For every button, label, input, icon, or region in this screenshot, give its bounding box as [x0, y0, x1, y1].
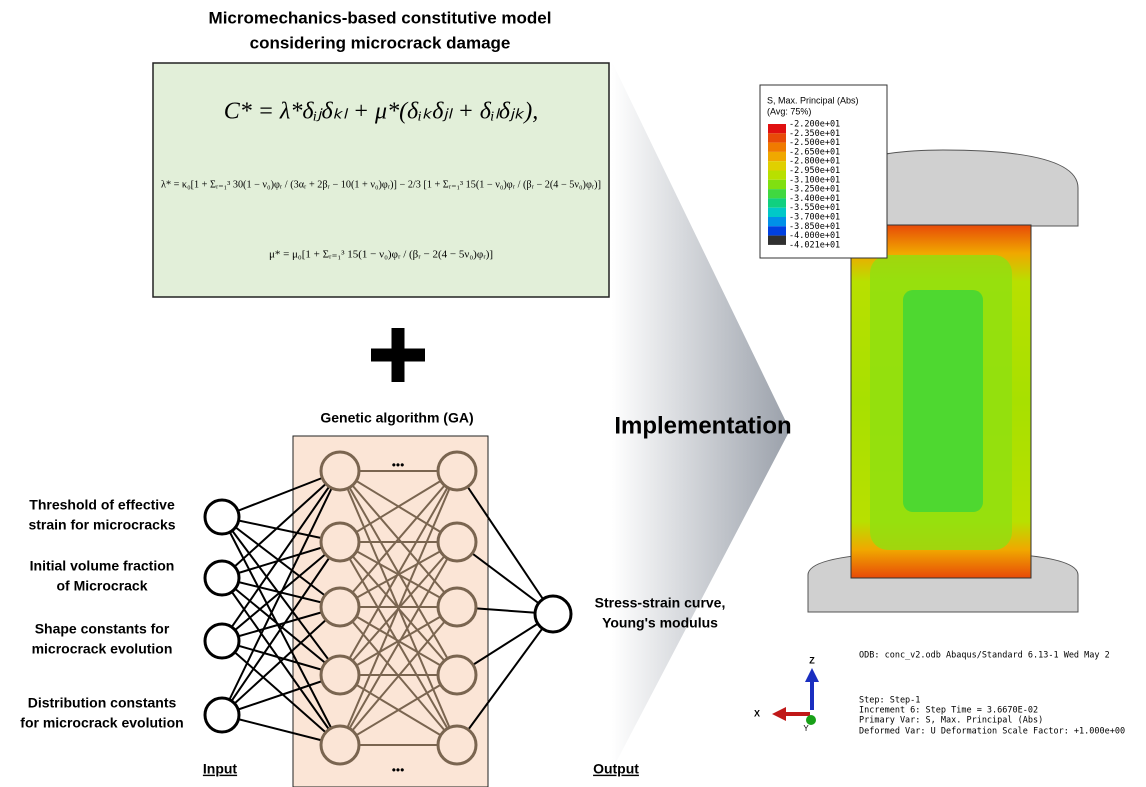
axis-y: Y [803, 724, 809, 733]
input-node [205, 561, 239, 595]
dots: ••• [392, 458, 405, 472]
info-text: Primary Var: S, Max. Principal (Abs) [859, 716, 1043, 726]
legend-title: S, Max. Principal (Abs) [767, 95, 859, 105]
diagram: Micromechanics-based constitutive model … [0, 0, 1146, 787]
equation: λ* = κ₀[1 + Σᵣ₌₁³ 30(1 − ν₀)φᵣ / (3αᵣ + … [161, 179, 601, 190]
x-arrow [772, 707, 786, 721]
input-text: for microcrack evolution [20, 715, 183, 731]
output-node [535, 596, 571, 632]
legend-swatch [768, 143, 786, 152]
input-text: microcrack evolution [32, 641, 173, 657]
equation: C* = λ*δᵢⱼδₖₗ + μ*(δᵢₖδⱼₗ + δᵢₗδⱼₖ), [224, 99, 539, 125]
legend-swatch [768, 161, 786, 170]
ga-title: Genetic algorithm (GA) [320, 410, 473, 426]
z-arrow [805, 668, 819, 682]
input-text: Initial volume fraction [30, 558, 175, 574]
title: Micromechanics-based constitutive model [209, 8, 552, 27]
contour [903, 290, 983, 512]
hidden-node [321, 523, 359, 561]
equation: μ* = μ₀[1 + Σᵣ₌₁³ 15(1 − ν₀)φᵣ / (βᵣ − 2… [269, 249, 493, 261]
legend-swatch [768, 124, 786, 133]
legend-swatch [768, 236, 786, 245]
output-label: Output [593, 761, 639, 777]
dots: ••• [392, 763, 405, 777]
plus [371, 328, 425, 382]
legend-swatch [768, 171, 786, 180]
hidden-node [438, 588, 476, 626]
legend-subtitle: (Avg: 75%) [767, 106, 811, 116]
input-text: strain for microcracks [28, 517, 175, 533]
hidden-node [321, 726, 359, 764]
hidden-node [321, 656, 359, 694]
hidden-node [438, 726, 476, 764]
axis-z: Z [809, 655, 815, 665]
output-text: Young's modulus [602, 615, 718, 631]
hidden-node [438, 452, 476, 490]
input-text: Shape constants for [35, 621, 170, 637]
implementation: Implementation [614, 412, 791, 439]
hidden-node [438, 656, 476, 694]
legend-swatch [768, 133, 786, 142]
hidden-node [321, 588, 359, 626]
legend-swatch [768, 198, 786, 207]
title: considering microcrack damage [250, 33, 511, 52]
axis-x: X [754, 708, 760, 718]
info-text: Step: Step-1 [859, 696, 920, 706]
input-text: Threshold of effective [29, 497, 175, 513]
info-text: Deformed Var: U Deformation Scale Factor… [859, 727, 1125, 737]
input-text: Distribution constants [28, 695, 177, 711]
info-text: Increment 6: Step Time = 3.6670E-02 [859, 706, 1038, 716]
info-text: ODB: conc_v2.odb Abaqus/Standard 6.13-1 … [859, 651, 1110, 661]
legend-swatch [768, 189, 786, 198]
hidden-node [321, 452, 359, 490]
hidden-node [438, 523, 476, 561]
legend-swatch [768, 208, 786, 217]
legend-swatch [768, 180, 786, 189]
input-node [205, 624, 239, 658]
legend-swatch [768, 217, 786, 226]
input-node [205, 698, 239, 732]
input-text: of Microcrack [56, 578, 147, 594]
legend-label: -4.021e+01 [789, 240, 840, 250]
legend-swatch [768, 152, 786, 161]
input-node [205, 500, 239, 534]
output-text: Stress-strain curve, [595, 595, 726, 611]
legend-swatch [768, 226, 786, 235]
input-label: Input [203, 761, 238, 777]
